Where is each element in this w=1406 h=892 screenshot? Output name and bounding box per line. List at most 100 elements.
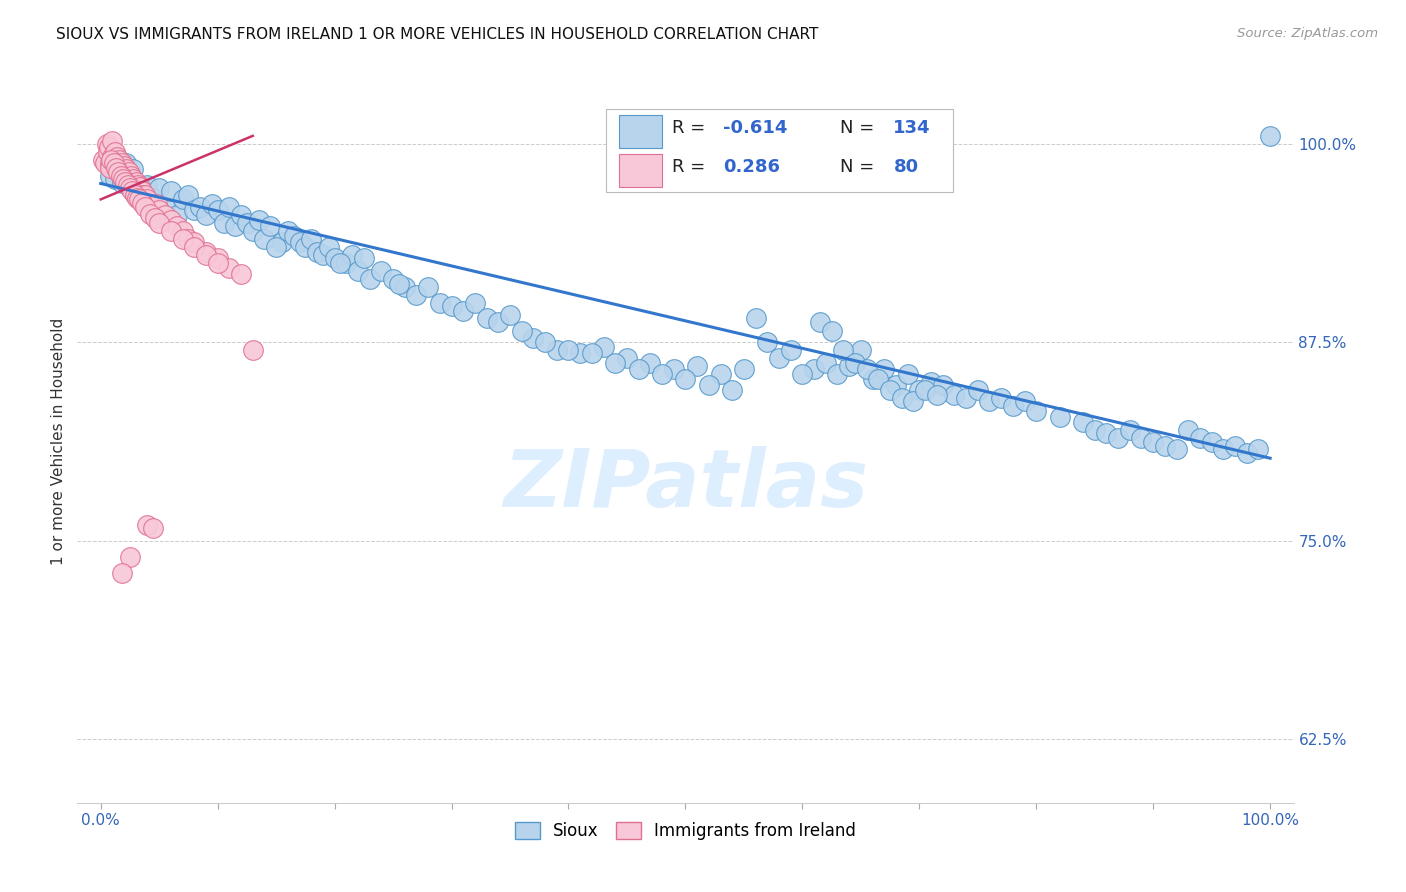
Text: -0.614: -0.614 bbox=[723, 120, 787, 137]
Point bbox=[111, 177, 134, 191]
Point bbox=[101, 149, 124, 163]
Point bbox=[768, 351, 790, 366]
Point bbox=[335, 256, 357, 270]
Point bbox=[108, 153, 131, 167]
Point bbox=[329, 256, 352, 270]
Point bbox=[675, 372, 697, 386]
Point bbox=[890, 391, 912, 405]
Point bbox=[207, 203, 229, 218]
Point bbox=[118, 165, 141, 179]
Point bbox=[451, 303, 474, 318]
Point bbox=[318, 240, 340, 254]
Point bbox=[131, 195, 153, 210]
Point bbox=[122, 162, 145, 177]
Point bbox=[98, 156, 121, 170]
Point bbox=[114, 169, 136, 183]
Point bbox=[207, 256, 229, 270]
Point bbox=[212, 216, 235, 230]
Point bbox=[131, 185, 153, 199]
Point bbox=[827, 367, 849, 381]
Point bbox=[1001, 399, 1024, 413]
Point bbox=[838, 359, 860, 373]
Point bbox=[94, 156, 117, 170]
Point bbox=[117, 171, 139, 186]
Point bbox=[120, 169, 142, 183]
Point bbox=[1223, 438, 1246, 452]
Point bbox=[229, 267, 252, 281]
Point bbox=[127, 178, 149, 192]
Point bbox=[124, 179, 146, 194]
Point bbox=[153, 200, 176, 214]
Point bbox=[125, 175, 148, 189]
Point bbox=[931, 378, 953, 392]
Point bbox=[121, 185, 143, 199]
Point bbox=[510, 324, 533, 338]
Point bbox=[188, 200, 211, 214]
Point bbox=[136, 193, 159, 207]
Point bbox=[814, 356, 837, 370]
Point bbox=[143, 203, 166, 218]
Point bbox=[803, 362, 825, 376]
Point bbox=[955, 391, 977, 405]
Point bbox=[486, 315, 509, 329]
Point bbox=[122, 171, 145, 186]
Point bbox=[499, 308, 522, 322]
Point bbox=[139, 207, 162, 221]
Point bbox=[107, 153, 129, 167]
Point bbox=[139, 197, 162, 211]
Point bbox=[117, 178, 139, 192]
Point bbox=[128, 185, 150, 199]
Point bbox=[111, 165, 134, 179]
Point bbox=[236, 216, 259, 230]
Point bbox=[101, 161, 124, 175]
Point bbox=[557, 343, 579, 358]
Point bbox=[194, 208, 217, 222]
FancyBboxPatch shape bbox=[619, 115, 662, 148]
Point bbox=[1166, 442, 1188, 456]
Point bbox=[534, 335, 557, 350]
Point bbox=[111, 156, 134, 170]
Point bbox=[283, 228, 305, 243]
Point bbox=[405, 287, 427, 301]
Point bbox=[136, 517, 159, 532]
Point bbox=[148, 203, 170, 218]
Point bbox=[242, 224, 264, 238]
Point bbox=[111, 566, 134, 580]
Point bbox=[792, 367, 814, 381]
Point bbox=[110, 169, 132, 183]
Point bbox=[172, 224, 194, 238]
Point bbox=[129, 179, 152, 194]
Point bbox=[125, 181, 148, 195]
Point bbox=[105, 149, 128, 163]
Point bbox=[142, 521, 165, 535]
Point bbox=[160, 224, 183, 238]
Point bbox=[605, 356, 627, 370]
Point bbox=[125, 191, 148, 205]
Point bbox=[522, 330, 544, 344]
Point bbox=[110, 162, 132, 177]
Point bbox=[388, 277, 411, 291]
Point bbox=[172, 232, 194, 246]
FancyBboxPatch shape bbox=[619, 153, 662, 187]
Point bbox=[733, 362, 755, 376]
Point bbox=[855, 362, 877, 376]
Point bbox=[194, 248, 217, 262]
Point bbox=[98, 169, 121, 183]
Point bbox=[242, 343, 264, 358]
Text: R =: R = bbox=[672, 159, 711, 177]
Point bbox=[229, 208, 252, 222]
Point bbox=[879, 383, 901, 397]
Point bbox=[1154, 438, 1177, 452]
Point bbox=[307, 244, 329, 259]
Point bbox=[312, 248, 335, 262]
Point bbox=[125, 181, 148, 195]
Point bbox=[903, 394, 925, 409]
Point bbox=[136, 178, 159, 192]
Point bbox=[277, 224, 299, 238]
Point bbox=[115, 162, 138, 177]
Point bbox=[259, 219, 281, 234]
Point bbox=[844, 356, 866, 370]
Point bbox=[143, 211, 166, 226]
Point bbox=[832, 343, 855, 358]
Text: N =: N = bbox=[839, 159, 880, 177]
